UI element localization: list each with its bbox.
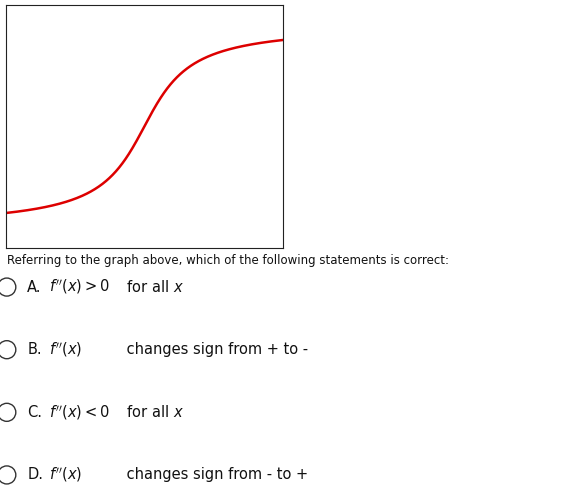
Text: $f''(x)$: $f''(x)$ [49,465,82,484]
Text: D.: D. [27,467,43,482]
Text: $f''(x)$: $f''(x)$ [49,340,82,359]
Text: for all $x$: for all $x$ [122,279,184,295]
Text: A.: A. [27,280,42,295]
Text: for all $x$: for all $x$ [122,404,184,420]
Text: changes sign from + to -: changes sign from + to - [122,342,308,357]
Text: B.: B. [27,342,42,357]
Text: $f''(x) < 0$: $f''(x) < 0$ [49,403,109,422]
Text: C.: C. [27,405,42,420]
Text: $f''(x) > 0$: $f''(x) > 0$ [49,278,109,297]
Text: changes sign from - to +: changes sign from - to + [122,467,308,482]
Text: Referring to the graph above, which of the following statements is correct:: Referring to the graph above, which of t… [7,254,449,267]
